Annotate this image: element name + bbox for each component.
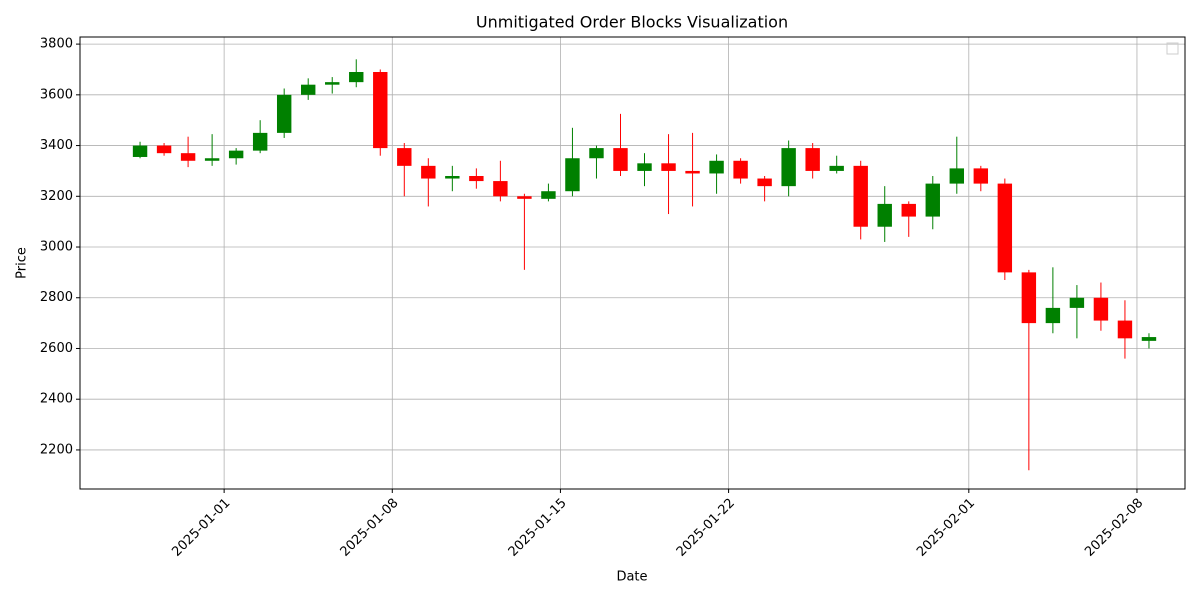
y-tick-label: 2600: [40, 341, 73, 356]
candle-body: [781, 148, 796, 187]
x-tick-label: 2025-01-15: [506, 496, 570, 560]
candle-body: [325, 82, 340, 85]
candle-body: [901, 203, 916, 217]
candle-body: [949, 168, 964, 184]
candle-body: [180, 153, 196, 161]
candle-body: [1045, 307, 1061, 324]
candle-body: [276, 94, 292, 133]
candle-body: [1141, 337, 1157, 341]
candle-body: [493, 181, 508, 197]
candle-body: [1069, 297, 1085, 308]
legend-box: [1166, 42, 1179, 55]
candle-body: [1093, 297, 1109, 321]
candle-body: [757, 178, 772, 187]
grid: [80, 37, 1185, 489]
candle-body: [637, 163, 652, 171]
candle-body: [973, 168, 989, 184]
candle-body: [853, 165, 868, 227]
x-tick-label: 2025-01-08: [338, 496, 402, 560]
candle-body: [661, 163, 676, 171]
candle-body: [565, 158, 580, 192]
candles: [132, 59, 1157, 471]
candle-body: [613, 148, 628, 171]
x-tick-label: 2025-01-22: [674, 496, 738, 560]
candle-body: [204, 158, 220, 161]
candle-body: [925, 183, 940, 217]
candle-body: [733, 160, 748, 179]
candle-body: [685, 170, 700, 174]
y-tick-label: 3600: [40, 87, 73, 102]
candle-body: [541, 191, 556, 199]
candle-body: [252, 132, 268, 151]
y-tick-label: 2400: [40, 392, 73, 407]
candle-body: [589, 148, 604, 159]
x-tick-label: 2025-02-08: [1082, 496, 1146, 560]
candle-body: [301, 84, 316, 95]
y-tick-label: 3800: [40, 37, 73, 52]
y-tick-label: 2800: [40, 290, 73, 305]
candle-body: [877, 203, 892, 227]
y-tick-label: 3400: [40, 138, 73, 153]
candle-body: [421, 165, 436, 179]
candle-body: [805, 148, 820, 171]
plot-frame: [79, 36, 1186, 490]
candle-body: [132, 145, 148, 157]
candle-body: [373, 72, 388, 149]
x-axis-label: Date: [616, 570, 647, 585]
x-tick-label: 2025-01-01: [169, 496, 233, 560]
candle-body: [397, 148, 412, 166]
candle-body: [469, 175, 484, 182]
candle-body: [1117, 320, 1133, 339]
y-tick-label: 3000: [40, 240, 73, 255]
y-tick-label: 3200: [40, 189, 73, 204]
candle-body: [829, 165, 844, 171]
x-tick-label: 2025-02-01: [914, 496, 978, 560]
candle-body: [349, 72, 364, 83]
candle-body: [997, 183, 1013, 273]
candle-body: [517, 196, 532, 199]
candle-body: [709, 160, 724, 174]
y-tick-label: 2200: [40, 442, 73, 457]
y-axis-label: Price: [15, 247, 30, 279]
candle-body: [228, 150, 244, 159]
candle-body: [1021, 272, 1037, 324]
candle-body: [156, 145, 172, 154]
candle-body: [445, 175, 460, 179]
chart-title: Unmitigated Order Blocks Visualization: [476, 13, 788, 32]
